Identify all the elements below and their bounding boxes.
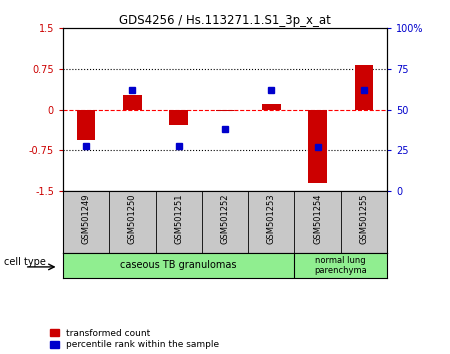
Bar: [216, 110, 234, 112]
Bar: [355, 65, 373, 110]
Bar: [170, 110, 188, 125]
Bar: [262, 104, 280, 110]
Text: GSM501255: GSM501255: [360, 193, 369, 244]
Text: cell type: cell type: [4, 257, 46, 267]
Text: GSM501251: GSM501251: [174, 193, 183, 244]
Text: GSM501249: GSM501249: [81, 193, 90, 244]
Text: GSM501252: GSM501252: [220, 193, 230, 244]
Bar: [77, 110, 95, 139]
Text: GSM501253: GSM501253: [267, 193, 276, 244]
Text: normal lung
parenchyma: normal lung parenchyma: [315, 256, 367, 275]
Bar: [123, 95, 142, 110]
Text: caseous TB granulomas: caseous TB granulomas: [121, 261, 237, 270]
Text: GSM501254: GSM501254: [313, 193, 322, 244]
Title: GDS4256 / Hs.113271.1.S1_3p_x_at: GDS4256 / Hs.113271.1.S1_3p_x_at: [119, 14, 331, 27]
Bar: [308, 110, 327, 183]
Text: GSM501250: GSM501250: [128, 193, 137, 244]
Legend: transformed count, percentile rank within the sample: transformed count, percentile rank withi…: [50, 329, 219, 349]
